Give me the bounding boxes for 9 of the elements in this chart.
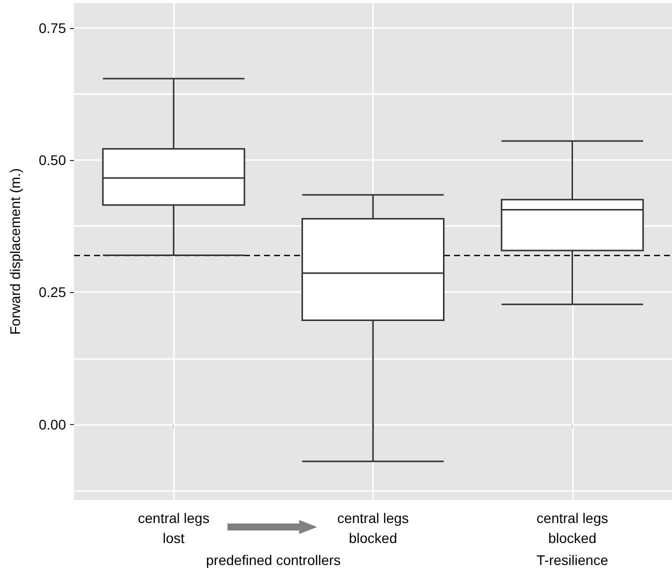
y-tick-label: 0.00 [38,416,66,432]
text: predefined controllers [206,552,341,568]
y-axis-title: Forward displacement (m.) [7,168,23,335]
y-tick-label: 0.75 [38,20,66,36]
y-tick-label: 0.25 [38,284,66,300]
y-tick-label: 0.50 [38,152,66,168]
x-tick-label: central legs blocked [536,510,608,546]
x-tick-label: central legs blocked [337,510,409,546]
text: T-resilience [536,552,608,568]
